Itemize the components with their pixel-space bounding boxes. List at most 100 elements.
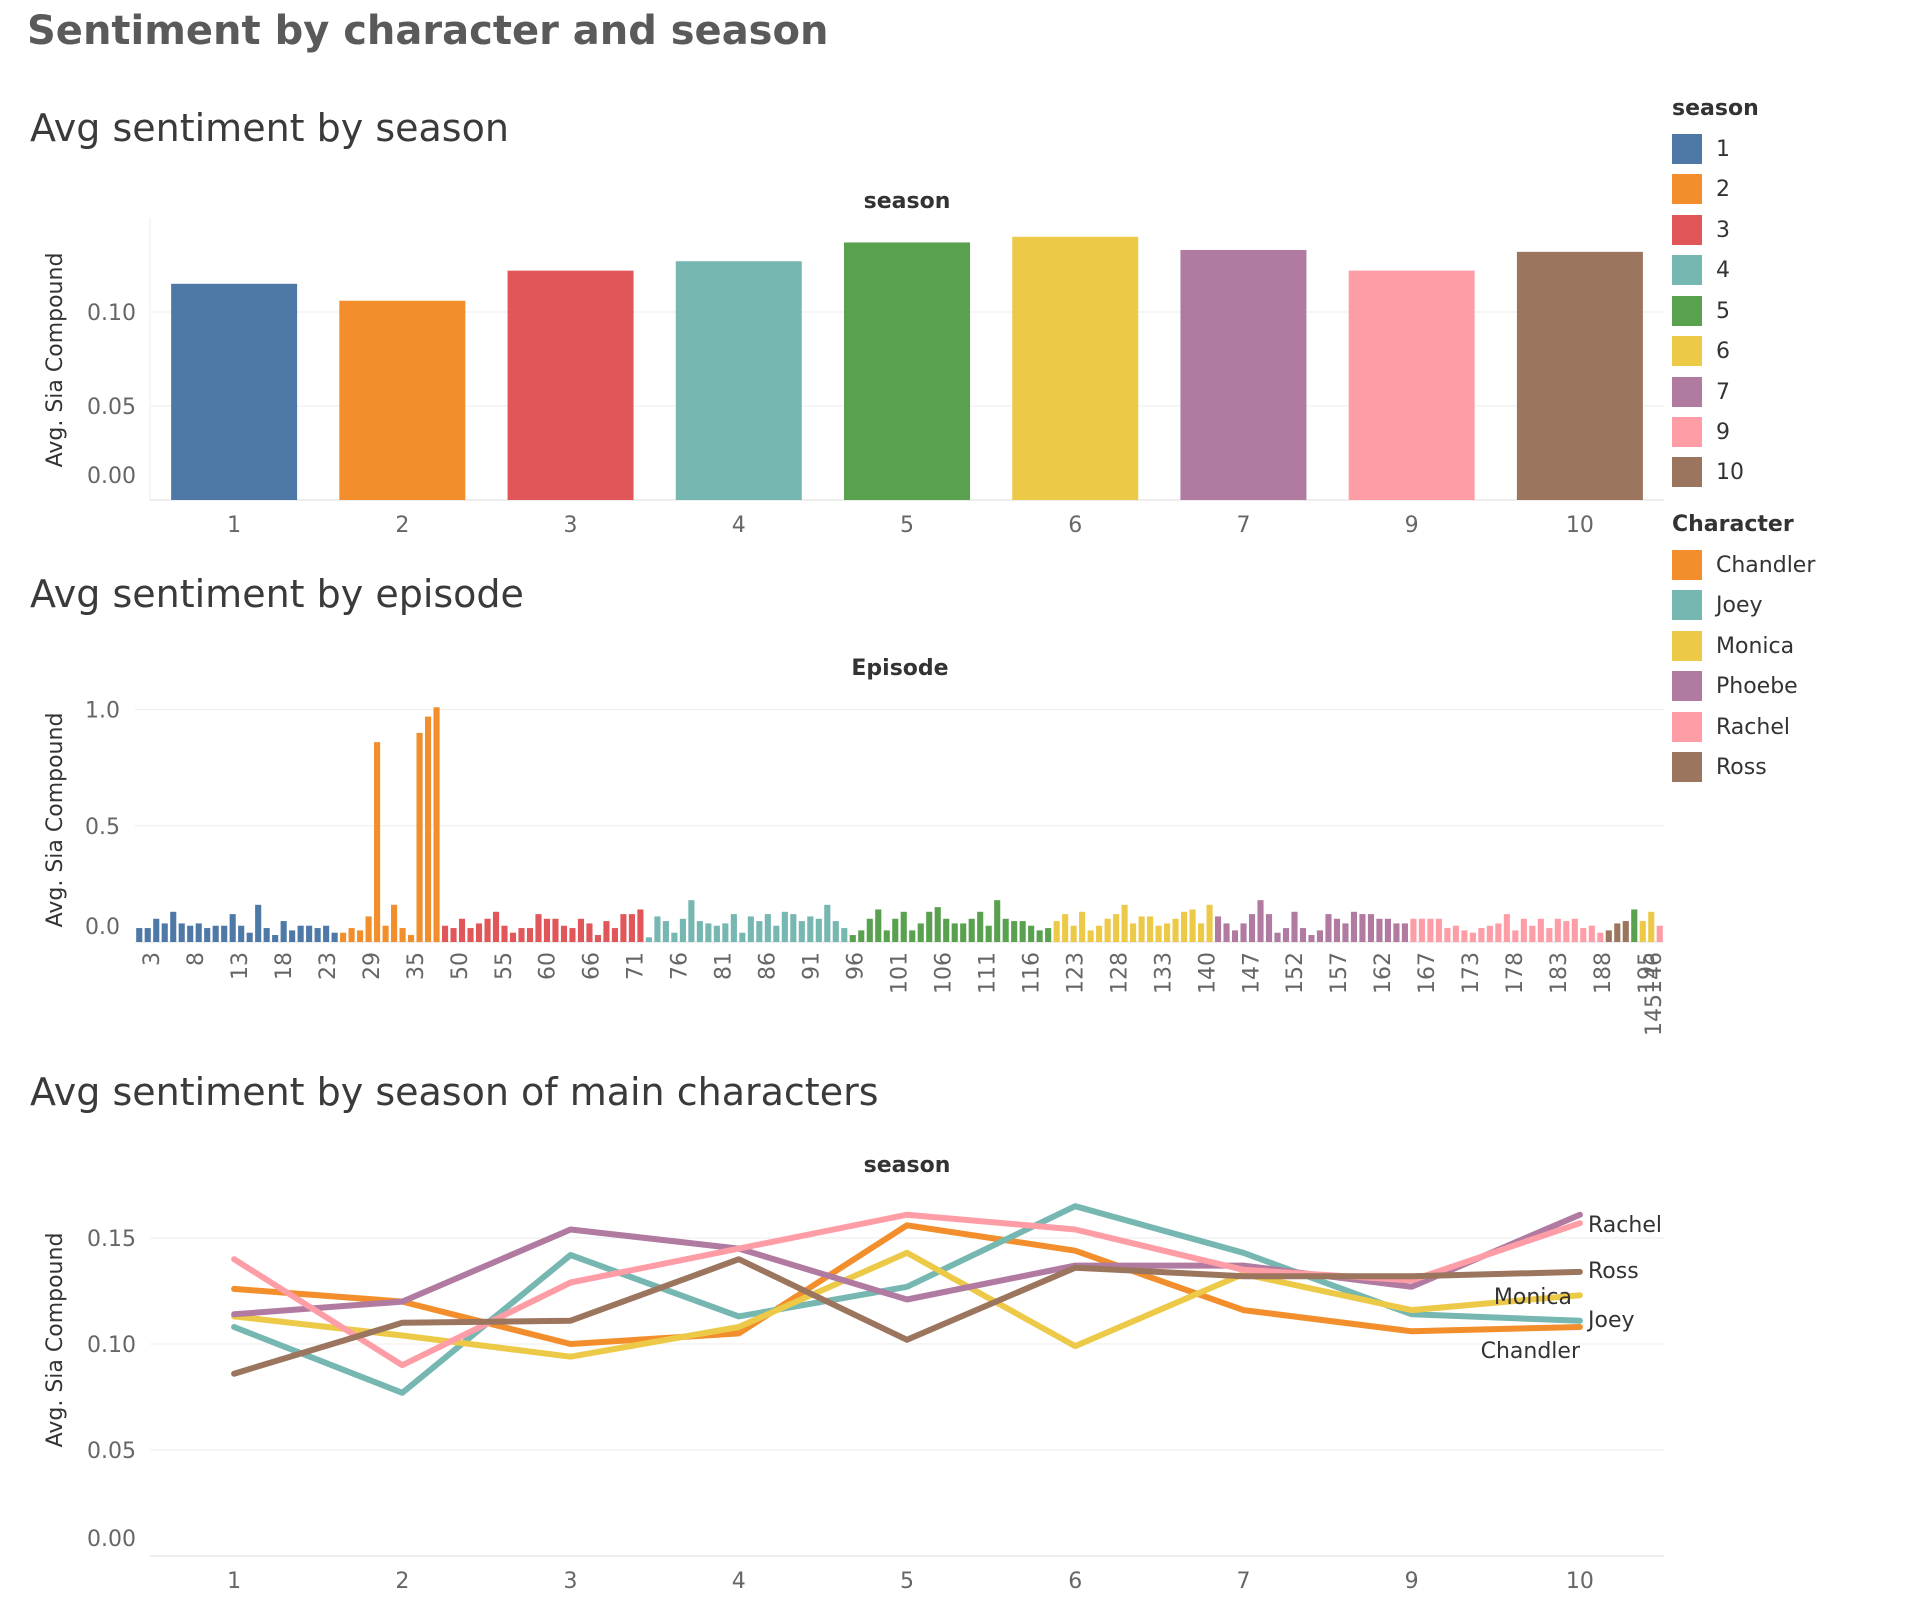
bar-episode (1656, 925, 1663, 942)
bar-episode (1631, 909, 1638, 942)
x-tick-label: 9 (1405, 1569, 1419, 1594)
bar-episode (1367, 914, 1374, 942)
bar-episode (1393, 923, 1400, 942)
bar-episode (909, 930, 916, 942)
bar-episode (212, 925, 219, 942)
legend-swatch (1672, 457, 1702, 487)
bar-episode (348, 928, 355, 942)
line-monica (231, 1249, 1583, 1360)
bar-episode (1138, 916, 1145, 942)
legend-item-chandler[interactable]: Chandler (1672, 550, 1815, 580)
bar-episode (1011, 921, 1018, 942)
legend-item-season-10[interactable]: 10 (1672, 457, 1744, 487)
chart-header: Episode (851, 656, 948, 681)
bar-episode (178, 923, 185, 942)
bar-season-9 (1348, 270, 1475, 500)
bar-episode (577, 918, 585, 942)
y-axis-label: Avg. Sia Compound (43, 1233, 68, 1448)
x-tick-label: 145146 (1642, 952, 1667, 1036)
bar-episode (391, 904, 398, 942)
bar-episode (1588, 925, 1595, 942)
legend-item-phoebe[interactable]: Phoebe (1672, 671, 1798, 701)
bar-episode (1418, 918, 1425, 942)
bar-episode (1299, 928, 1307, 942)
bar-episode (1342, 923, 1349, 942)
x-tick-label: 123 (1063, 952, 1088, 994)
bar-episode (1087, 930, 1094, 942)
x-tick-label: 157 (1327, 952, 1352, 994)
bar-episode (1257, 900, 1264, 942)
bar-episode (1147, 916, 1154, 942)
legend-item-season-2[interactable]: 2 (1672, 174, 1730, 204)
legend-item-rachel[interactable]: Rachel (1672, 712, 1790, 742)
bar-episode (1461, 930, 1468, 942)
bar-episode (832, 921, 839, 942)
bar-episode (960, 923, 967, 942)
legend-item-season-6[interactable]: 6 (1672, 336, 1730, 366)
legend-item-season-3[interactable]: 3 (1672, 215, 1730, 245)
legend-label: 2 (1716, 176, 1730, 202)
legend-item-ross[interactable]: Ross (1672, 752, 1767, 782)
x-tick-label: 3 (564, 513, 578, 538)
legend-item-season-4[interactable]: 4 (1672, 255, 1730, 285)
legend-item-joey[interactable]: Joey (1672, 590, 1763, 620)
x-tick-label: 60 (536, 952, 561, 980)
x-tick-label: 35 (404, 952, 429, 980)
bar-episode (1529, 925, 1536, 942)
bar-episode (170, 911, 177, 942)
bar-episode (1291, 911, 1298, 942)
bar-episode (1486, 925, 1493, 942)
legend-item-monica[interactable]: Monica (1672, 631, 1794, 661)
legend-label: Rachel (1716, 714, 1790, 740)
bar-episode (323, 925, 330, 942)
bar-episode (221, 925, 228, 942)
bar-episode (1045, 928, 1052, 942)
bar-episode (365, 916, 372, 942)
y-tick-label: 0.00 (87, 1527, 136, 1552)
bar-episode (1189, 909, 1196, 942)
legend-label: 9 (1716, 419, 1730, 445)
legend-item-season-1[interactable]: 1 (1672, 134, 1730, 164)
bar-episode (484, 918, 491, 942)
legend-item-season-7[interactable]: 7 (1672, 377, 1730, 407)
dashboard-title: Sentiment by character and season (27, 8, 829, 54)
legend-item-season-9[interactable]: 9 (1672, 417, 1730, 447)
bar-episode (688, 900, 695, 942)
bar-episode (408, 935, 415, 942)
x-tick-label: 3 (140, 952, 165, 966)
x-tick-label: 128 (1107, 952, 1132, 994)
end-label-ross: Ross (1588, 1259, 1639, 1284)
bar-episode (747, 916, 754, 942)
bar-episode (926, 911, 933, 942)
bar-episode (1070, 925, 1077, 942)
bar-episode (858, 930, 865, 942)
bar-episode (671, 932, 678, 942)
legend-title-season: season (1672, 96, 1759, 121)
x-tick-label: 133 (1151, 952, 1176, 994)
legend-swatch (1672, 336, 1702, 366)
bar-episode (1495, 923, 1502, 942)
bar-episode (968, 918, 975, 942)
bar-episode (1002, 918, 1009, 942)
legend-title-character: Character (1672, 512, 1794, 537)
bar-episode (1028, 925, 1035, 942)
bar-episode (875, 909, 882, 942)
bar-episode (1605, 930, 1612, 942)
bar-episode (1435, 918, 1442, 942)
bar-episode (849, 935, 856, 942)
bar-episode (1503, 914, 1510, 942)
x-tick-label: 152 (1283, 952, 1308, 994)
x-tick-label: 5 (900, 1569, 914, 1594)
bar-episode (1282, 928, 1290, 942)
chart-title-episode: Avg sentiment by episode (30, 572, 524, 616)
bar-episode (280, 921, 287, 942)
bar-episode (1622, 921, 1629, 942)
x-tick-label: 178 (1503, 952, 1528, 994)
legend-item-season-5[interactable]: 5 (1672, 296, 1730, 326)
bar-episode (560, 925, 568, 942)
x-tick-label: 86 (756, 952, 781, 980)
x-tick-label: 18 (272, 952, 297, 980)
bar-episode (1248, 914, 1256, 942)
legend-swatch (1672, 712, 1702, 742)
